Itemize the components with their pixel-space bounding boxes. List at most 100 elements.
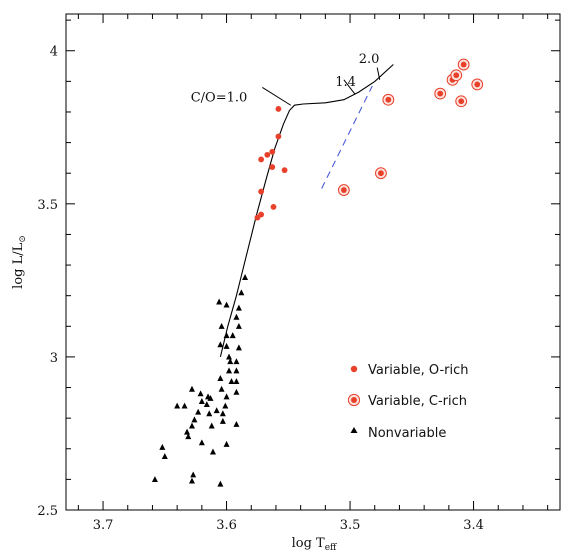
x-tick-label: 3.7 (93, 518, 114, 533)
point-nonvariable (238, 289, 245, 296)
plot-frame (65, 13, 561, 511)
curve-annotations: C/O=1.01.42.0 (191, 52, 381, 106)
x-axis-label: log Teff (292, 536, 337, 553)
point-c-rich (450, 69, 463, 82)
point-nonvariable (217, 375, 224, 381)
point-nonvariable (217, 480, 224, 487)
curve-annotation: C/O=1.0 (191, 90, 248, 105)
point-nonvariable (233, 367, 240, 374)
point-c-rich (455, 95, 468, 108)
point-nonvariable (222, 402, 229, 409)
point-nonvariable (216, 298, 223, 305)
y-axis-label-main: log L/L (11, 242, 26, 288)
point-nonvariable (185, 433, 192, 440)
point-nonvariable (159, 443, 166, 450)
y-tick-label: 2.5 (37, 504, 58, 519)
point-nonvariable (188, 422, 195, 429)
track-curve (219, 64, 394, 358)
annotation-pointer (262, 87, 292, 106)
legend-item-nonvariable: Nonvariable (350, 426, 446, 441)
point-nonvariable (206, 410, 213, 417)
point-nonvariable (233, 358, 240, 365)
point-c-rich-core (340, 187, 347, 193)
x-tick-label: 3.5 (340, 518, 361, 533)
point-c-rich (471, 78, 484, 91)
point-c-rich (457, 58, 470, 71)
point-nonvariable (198, 398, 205, 404)
y-tick-label: 4 (50, 45, 58, 60)
x-tick-label: 3.6 (216, 518, 237, 533)
point-nonvariable (188, 477, 195, 484)
co-ratio-track (219, 64, 394, 358)
point-c-rich (382, 93, 395, 106)
point-c-rich-core (453, 72, 460, 79)
point-o-rich (269, 148, 276, 155)
point-c-rich-core (437, 90, 444, 97)
y-tick-label: 3 (50, 351, 58, 366)
point-nonvariable (161, 453, 168, 460)
point-nonvariable (219, 410, 226, 417)
axis-ticks (66, 14, 560, 511)
point-c-rich-core (385, 96, 392, 103)
point-nonvariable (209, 448, 216, 455)
annotation-pointer (343, 79, 356, 95)
point-o-rich (275, 106, 282, 112)
point-nonvariable (203, 401, 210, 408)
point-o-rich (258, 188, 265, 195)
point-o-rich (281, 167, 288, 174)
point-c-rich-core (474, 81, 481, 88)
legend-item-o-rich: Variable, O-rich (350, 363, 469, 378)
point-c-rich-core (458, 98, 465, 105)
point-nonvariable (229, 332, 236, 339)
legend-marker-dot (350, 365, 358, 373)
point-nonvariable (188, 385, 195, 392)
point-nonvariable (227, 358, 234, 365)
point-nonvariable (208, 422, 215, 429)
point-nonvariable (174, 402, 181, 409)
point-nonvariable (198, 439, 205, 446)
point-nonvariable (242, 274, 249, 280)
legend-marker-triangle (350, 427, 358, 433)
point-c-rich-core (460, 61, 467, 68)
point-nonvariable (219, 417, 226, 424)
y-tick-label: 3.5 (37, 198, 58, 213)
point-nonvariable (226, 353, 233, 360)
point-o-rich (258, 156, 265, 163)
x-axis-label-main: log T (292, 536, 325, 551)
point-nonvariable (218, 322, 225, 329)
point-c-rich (337, 184, 350, 196)
point-nonvariable (217, 341, 224, 348)
point-nonvariable (197, 390, 204, 397)
point-nonvariable (235, 322, 242, 329)
legend-label-o-rich: Variable, O-rich (368, 363, 469, 378)
legend: Variable, O-rich Variable, C-rich Nonvar… (347, 363, 469, 441)
point-c-rich-core (378, 170, 384, 177)
point-o-rich (275, 133, 282, 140)
point-nonvariable (223, 301, 230, 308)
y-axis-label: log L/L⊙ (11, 235, 28, 289)
point-o-rich (270, 203, 277, 210)
point-nonvariable (233, 420, 240, 427)
curve-annotation: 2.0 (359, 52, 380, 67)
data-points (151, 58, 484, 487)
point-nonvariable (226, 367, 233, 374)
point-nonvariable (195, 408, 202, 415)
point-nonvariable (191, 416, 198, 423)
x-tick-label: 3.4 (463, 518, 484, 533)
point-nonvariable (223, 342, 230, 349)
point-nonvariable (235, 304, 242, 311)
legend-item-c-rich: Variable, C-rich (347, 393, 467, 409)
point-nonvariable (151, 476, 158, 483)
point-nonvariable (190, 471, 197, 478)
point-c-rich (434, 87, 447, 100)
y-axis-label-sub: ⊙ (18, 235, 28, 243)
point-nonvariable (184, 428, 191, 435)
point-nonvariable (207, 394, 214, 401)
annotation-pointer (376, 67, 381, 80)
point-nonvariable (233, 388, 240, 395)
point-nonvariable (233, 378, 240, 385)
axis-tick-labels: 3.7 3.6 3.5 3.4 2.5 3 3.5 4 (37, 45, 484, 533)
point-nonvariable (181, 402, 188, 409)
dashed-line (321, 85, 373, 189)
